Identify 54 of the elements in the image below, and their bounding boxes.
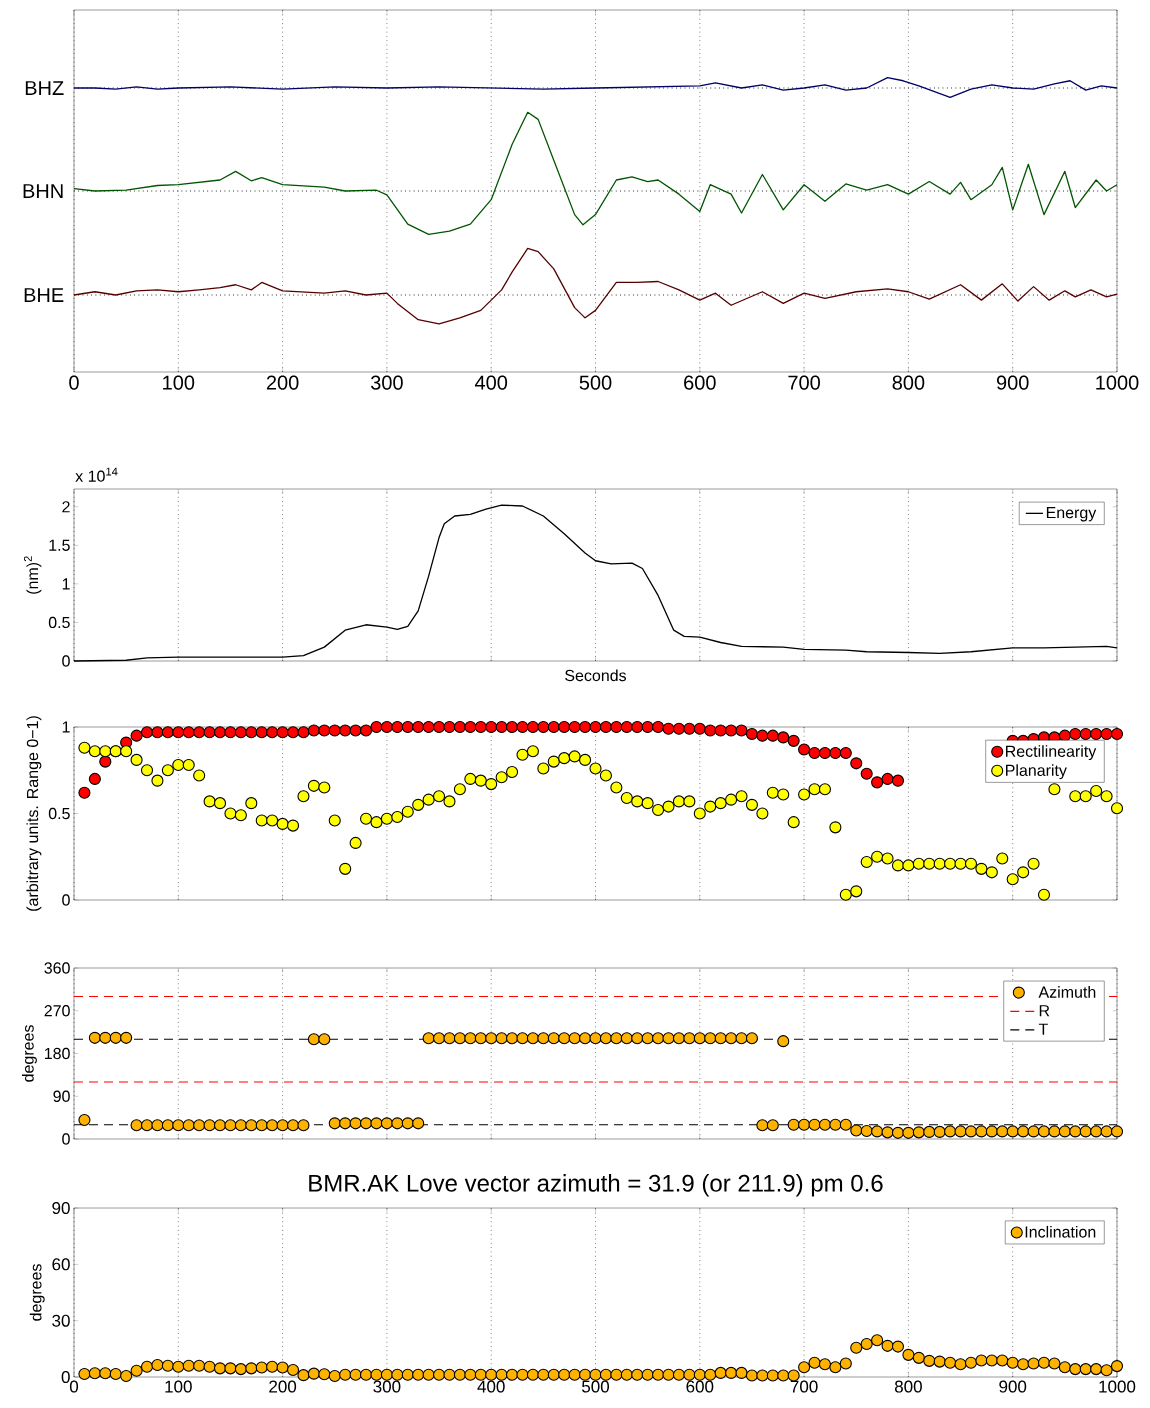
x-tick-label: 500 bbox=[579, 375, 612, 390]
text: x 10$^{14}$ bbox=[75, 467, 118, 482]
x-tick-label: 600 bbox=[684, 375, 716, 390]
x-tick-label: 800 bbox=[894, 1380, 922, 1393]
y-axis-title: degrees bbox=[22, 1025, 37, 1082]
x-tick-label: 300 bbox=[370, 375, 403, 390]
x-tick-label: 300 bbox=[373, 1380, 401, 1393]
x-tick-label: 500 bbox=[581, 1380, 610, 1393]
y-axis-title: BHZ bbox=[25, 81, 64, 95]
legend-label: R bbox=[1039, 1005, 1050, 1017]
x-tick-label: 900 bbox=[996, 375, 1029, 390]
y-tick-label: 30 bbox=[52, 1314, 70, 1327]
y-tick-label: 0 bbox=[61, 1370, 70, 1384]
x-tick-label: 400 bbox=[477, 1380, 505, 1393]
x-tick-label: 700 bbox=[788, 375, 820, 390]
y-tick-label: 180 bbox=[44, 1047, 70, 1060]
legend-label: Azimuth bbox=[1038, 986, 1096, 998]
x-tick-label: 100 bbox=[165, 1380, 192, 1393]
x-tick-label: 900 bbox=[999, 1380, 1027, 1393]
y-tick-label: 2 bbox=[62, 501, 70, 513]
y-tick-label: 1.5 bbox=[49, 539, 70, 551]
y-tick-label: 1 bbox=[62, 578, 70, 590]
x-tick-label: 700 bbox=[790, 1380, 818, 1393]
y-tick-label: 0.5 bbox=[48, 616, 70, 629]
y-tick-label: 0 bbox=[62, 894, 70, 906]
legend-label: Energy bbox=[1046, 507, 1097, 522]
chart-title: BMR.AK Love vector azimuth = 31.9 (or 211.9) pm 0.6 bbox=[309, 1174, 883, 1197]
x-tick-label: 400 bbox=[474, 375, 508, 390]
y-tick-label: 0 bbox=[62, 1133, 70, 1145]
legend-label: Inclination bbox=[1025, 1225, 1096, 1238]
y-axis-title: BHN bbox=[23, 184, 63, 198]
y-tick-label: 0 bbox=[62, 655, 70, 667]
y-tick-label: 360 bbox=[44, 962, 70, 974]
y-tick-label: 0.5 bbox=[48, 807, 70, 820]
x-tick-label: 1000 bbox=[1096, 375, 1139, 390]
x-tick-label: 1000 bbox=[1099, 1380, 1136, 1393]
legend-label: Planarity bbox=[1006, 764, 1067, 780]
y-tick-label: 270 bbox=[44, 1005, 70, 1017]
y-tick-label: 1 bbox=[62, 721, 70, 733]
y-tick-label: 60 bbox=[52, 1258, 70, 1271]
x-axis-title: Seconds bbox=[565, 669, 627, 682]
x-tick-label: 800 bbox=[892, 375, 925, 390]
x-tick-label: 100 bbox=[163, 375, 195, 390]
y-tick-label: 90 bbox=[53, 1090, 70, 1102]
x-tick-label: 600 bbox=[686, 1380, 714, 1393]
y-tick-label: 90 bbox=[52, 1201, 70, 1215]
y-axis-title: BHE bbox=[24, 288, 64, 302]
x-tick-label: 200 bbox=[266, 375, 299, 390]
y-axis-title: (nm)$^{2}$ bbox=[23, 556, 42, 594]
y-axis-title: degrees bbox=[29, 1264, 45, 1321]
x-tick-label: 200 bbox=[269, 1380, 297, 1393]
ref-line-label: T bbox=[1038, 1023, 1048, 1035]
y-axis-title: (arbitrary units. Range 0−1) bbox=[26, 716, 42, 911]
legend-label: Rectilinearity bbox=[1006, 745, 1097, 761]
